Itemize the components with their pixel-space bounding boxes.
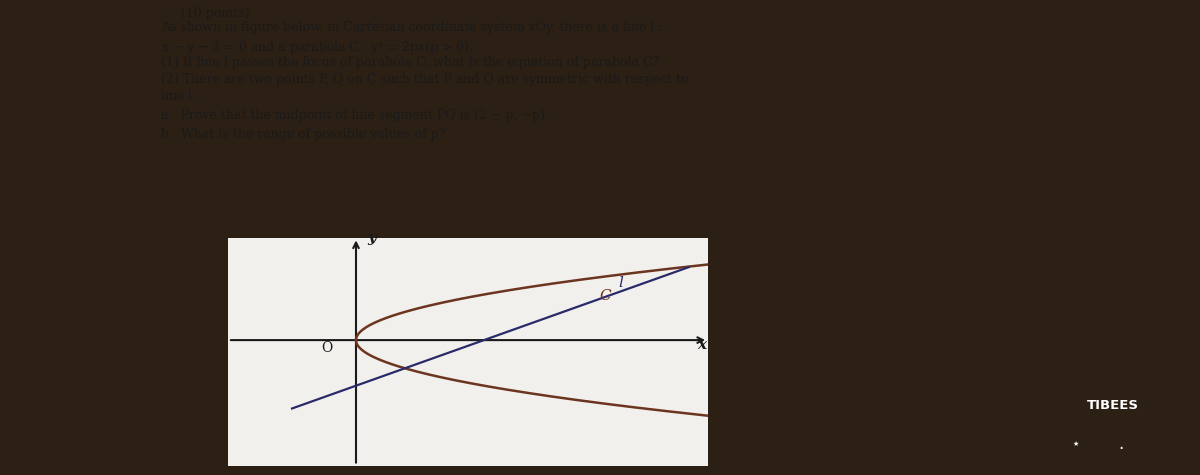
Text: b.  What is the range of possible values of p?: b. What is the range of possible values …	[161, 128, 445, 141]
Text: a.  Prove that the midpoint of line segment PQ is (2 − p, −p).: a. Prove that the midpoint of line segme…	[161, 109, 548, 122]
Text: O: O	[322, 341, 332, 354]
Text: As shown in figure below, in Cartesian coordinate system xOy, there is a line l : As shown in figure below, in Cartesian c…	[161, 21, 662, 34]
Text: line l.: line l.	[161, 90, 196, 103]
Text: ...  (10 points): ... (10 points)	[161, 7, 250, 20]
Text: (2) There are two points P, Q on C such that P and Q are symmetric with respect : (2) There are two points P, Q on C such …	[161, 73, 689, 86]
Text: y: y	[367, 231, 377, 245]
Text: (1) If line l passes the focus of parabola C, what is the equation of parabola C: (1) If line l passes the focus of parabo…	[161, 56, 659, 69]
Text: C: C	[599, 289, 611, 303]
Text: TIBEES: TIBEES	[1087, 399, 1139, 412]
Text: x: x	[697, 338, 706, 352]
Text: ★: ★	[1073, 441, 1079, 446]
Text: x $-$ y $-$ 2 = 0 and a parabola C : y² = 2px(p > 0).: x $-$ y $-$ 2 = 0 and a parabola C : y² …	[161, 39, 473, 56]
Text: ·: ·	[1118, 440, 1123, 458]
Text: l: l	[618, 276, 623, 290]
